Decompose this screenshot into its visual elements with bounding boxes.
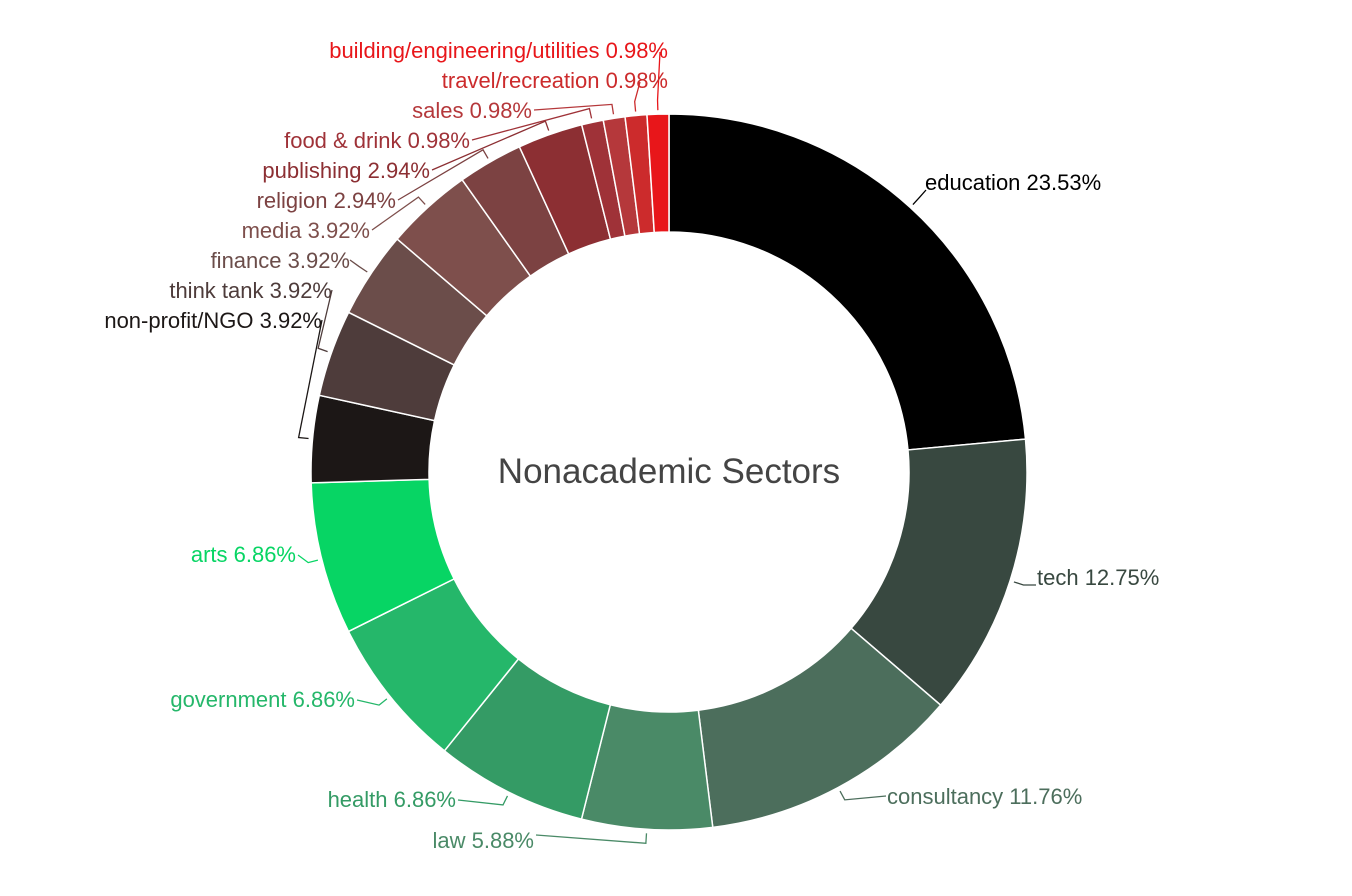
- leader-line-law: [535, 833, 648, 844]
- slice-label-publishing: publishing 2.94%: [262, 158, 430, 183]
- leader-line-government: [356, 698, 388, 706]
- leader-line-religion: [397, 148, 489, 201]
- slice-label-media: media 3.92%: [242, 218, 370, 243]
- slice-label-arts: arts 6.86%: [191, 542, 296, 567]
- slice-label-law: law 5.88%: [432, 828, 534, 853]
- leader-line-health: [457, 795, 509, 806]
- slice-label-sales: sales 0.98%: [412, 98, 532, 123]
- slice-label-building-engineering-utilities: building/engineering/utilities 0.98%: [329, 38, 668, 63]
- leader-line-building-engineering-utilities: [656, 51, 661, 111]
- slice-label-finance: finance 3.92%: [211, 248, 350, 273]
- slice-label-non-profit-ngo: non-profit/NGO 3.92%: [104, 308, 322, 333]
- slice-label-travel-recreation: travel/recreation 0.98%: [442, 68, 668, 93]
- leader-line-publishing: [431, 120, 550, 171]
- chart-center-title: Nonacademic Sectors: [498, 452, 840, 491]
- leader-line-media: [371, 196, 426, 231]
- leader-line-finance: [349, 259, 368, 273]
- slice-label-consultancy: consultancy 11.76%: [887, 784, 1082, 809]
- slice-labels-group: education 23.53% tech 12.75% consultancy 1…: [104, 38, 1159, 853]
- slice-building-engineering-utilities: [646, 113, 670, 234]
- leader-line-non-profit-ngo: [297, 319, 323, 440]
- slice-label-tech: tech 12.75%: [1037, 565, 1159, 590]
- slice-label-food-drink: food & drink 0.98%: [284, 128, 470, 153]
- leader-line-consultancy: [839, 790, 887, 801]
- slice-label-government: government 6.86%: [170, 687, 355, 712]
- leader-line-travel-recreation: [634, 81, 641, 112]
- leader-line-arts: [297, 554, 319, 564]
- leader-line-tech: [1013, 581, 1037, 586]
- leader-line-food-drink: [471, 107, 593, 141]
- leader-line-education: [912, 189, 927, 205]
- slice-education: [668, 113, 1027, 451]
- slices-group: [310, 113, 1028, 831]
- leader-line-sales: [533, 103, 615, 115]
- slice-label-think-tank: think tank 3.92%: [169, 278, 332, 303]
- leader-line-think-tank: [317, 289, 333, 353]
- leader-lines-group: [297, 51, 1037, 844]
- slice-label-religion: religion 2.94%: [257, 188, 396, 213]
- slice-label-education: education 23.53%: [925, 170, 1101, 195]
- slice-label-health: health 6.86%: [328, 787, 456, 812]
